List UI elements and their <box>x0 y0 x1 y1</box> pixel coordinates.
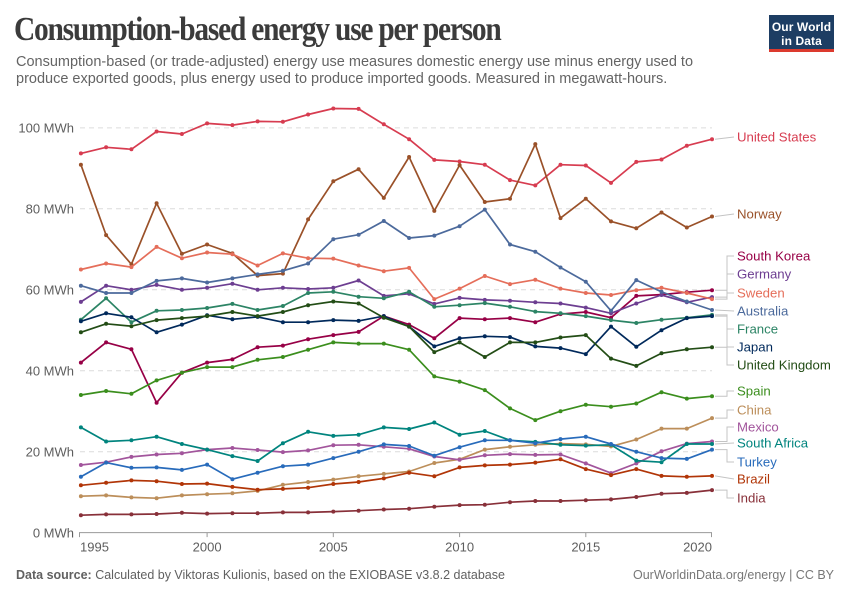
svg-text:2020: 2020 <box>683 540 712 555</box>
svg-text:Brazil: Brazil <box>737 472 770 487</box>
svg-text:Germany: Germany <box>737 267 792 282</box>
svg-text:India: India <box>737 491 766 506</box>
svg-text:Australia: Australia <box>737 304 789 319</box>
svg-text:United Kingdom: United Kingdom <box>737 358 831 373</box>
svg-text:0 MWh: 0 MWh <box>33 525 74 540</box>
svg-text:40 MWh: 40 MWh <box>26 363 74 378</box>
svg-text:Mexico: Mexico <box>737 420 779 435</box>
svg-text:2010: 2010 <box>445 540 474 555</box>
svg-text:Norway: Norway <box>737 207 782 222</box>
svg-text:Spain: Spain <box>737 384 771 399</box>
svg-text:2015: 2015 <box>571 540 600 555</box>
svg-text:2005: 2005 <box>319 540 348 555</box>
svg-text:South Korea: South Korea <box>737 249 811 264</box>
svg-text:Turkey: Turkey <box>737 455 777 470</box>
svg-text:South Africa: South Africa <box>737 436 809 451</box>
svg-text:60 MWh: 60 MWh <box>26 283 74 298</box>
svg-text:20 MWh: 20 MWh <box>26 444 74 459</box>
svg-text:100 MWh: 100 MWh <box>18 121 74 136</box>
svg-text:China: China <box>737 403 772 418</box>
svg-text:United States: United States <box>737 130 817 145</box>
svg-text:Japan: Japan <box>737 340 773 355</box>
svg-text:1995: 1995 <box>80 540 109 555</box>
svg-text:2000: 2000 <box>193 540 222 555</box>
svg-text:80 MWh: 80 MWh <box>26 202 74 217</box>
svg-text:France: France <box>737 322 778 337</box>
svg-text:Sweden: Sweden <box>737 286 785 301</box>
